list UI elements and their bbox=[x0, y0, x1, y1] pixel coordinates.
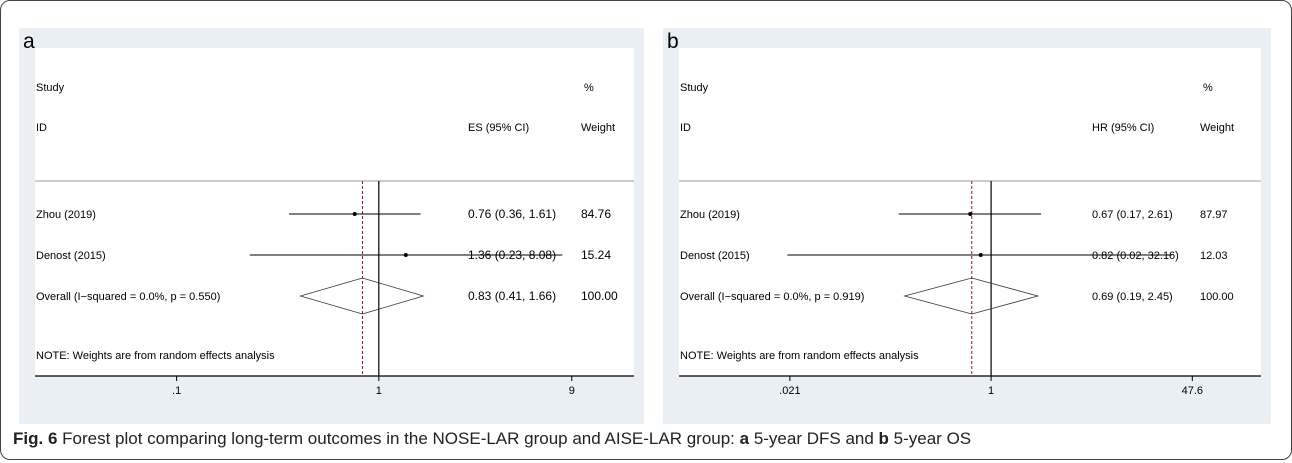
header-id: ID bbox=[36, 122, 47, 134]
panel-letter: a bbox=[23, 30, 35, 53]
caption-text-1: Forest plot comparing long-term outcomes… bbox=[57, 429, 740, 448]
study-label: Zhou (2019) bbox=[680, 209, 740, 221]
header-percent: % bbox=[1203, 82, 1213, 94]
overall-ci-text: 0.83 (0.41, 1.66) bbox=[468, 289, 556, 303]
study-point bbox=[352, 212, 357, 216]
x-tick-label: 9 bbox=[569, 385, 575, 397]
x-tick-label: .1 bbox=[172, 385, 181, 397]
header-effect: ES (95% CI) bbox=[468, 122, 529, 134]
plot-area bbox=[35, 48, 634, 376]
overall-label: Overall (I−squared = 0.0%, p = 0.919) bbox=[680, 291, 864, 303]
header-percent: % bbox=[584, 82, 594, 94]
study-ci-text: 0.82 (0.02, 32.16) bbox=[1092, 250, 1179, 262]
forest-plot-b: b Study % ID HR (95% CI) Weight Zhou (2019) 0.6… bbox=[667, 30, 1261, 397]
header-weight: Weight bbox=[581, 122, 615, 134]
x-tick-label: .021 bbox=[779, 385, 800, 397]
study-point bbox=[403, 253, 408, 257]
overall-weight: 100.00 bbox=[1200, 291, 1234, 303]
study-ci-text: 0.76 (0.36, 1.61) bbox=[468, 207, 556, 221]
caption-panel-b-label: b bbox=[878, 429, 889, 448]
weights-note: NOTE: Weights are from random effects an… bbox=[36, 350, 275, 362]
x-tick-label: 1 bbox=[988, 385, 994, 397]
header-id: ID bbox=[680, 122, 691, 134]
study-label: Denost (2015) bbox=[36, 250, 106, 262]
x-tick-label: 1 bbox=[376, 385, 382, 397]
overall-label: Overall (I−squared = 0.0%, p = 0.550) bbox=[36, 291, 220, 303]
forest-plot-a: a Study % ID ES (95% CI) Weight Zhou (2019) 0.7… bbox=[23, 30, 634, 397]
overall-diamond bbox=[299, 277, 425, 315]
study-label: Zhou (2019) bbox=[36, 209, 96, 221]
figure-caption: Fig. 6 Forest plot comparing long-term o… bbox=[13, 429, 971, 449]
caption-panel-a-label: a bbox=[739, 429, 750, 448]
header-study: Study bbox=[36, 82, 65, 94]
header-effect: HR (95% CI) bbox=[1092, 122, 1154, 134]
study-weight: 12.03 bbox=[1200, 250, 1228, 262]
caption-text-2: 5-year DFS and bbox=[749, 429, 879, 448]
plot-area bbox=[679, 48, 1261, 376]
overall-ci-text: 0.69 (0.19, 2.45) bbox=[1092, 291, 1173, 303]
study-label: Denost (2015) bbox=[680, 250, 750, 262]
caption-fig-label: Fig. 6 bbox=[13, 429, 58, 448]
study-weight: 15.24 bbox=[581, 248, 611, 262]
caption-text-3: 5-year OS bbox=[888, 429, 972, 448]
header-weight: Weight bbox=[1200, 122, 1234, 134]
overall-diamond bbox=[903, 277, 1040, 315]
weights-note: NOTE: Weights are from random effects an… bbox=[680, 350, 919, 362]
study-weight: 84.76 bbox=[581, 207, 611, 221]
study-point bbox=[978, 253, 983, 257]
study-weight: 87.97 bbox=[1200, 209, 1228, 221]
study-ci-text: 1.36 (0.23, 8.08) bbox=[468, 248, 556, 262]
x-tick-label: 47.6 bbox=[1182, 385, 1203, 397]
study-ci-text: 0.67 (0.17, 2.61) bbox=[1092, 209, 1173, 221]
panel-letter: b bbox=[667, 30, 679, 53]
study-point bbox=[968, 212, 973, 216]
header-study: Study bbox=[680, 82, 709, 94]
overall-weight: 100.00 bbox=[581, 289, 618, 303]
